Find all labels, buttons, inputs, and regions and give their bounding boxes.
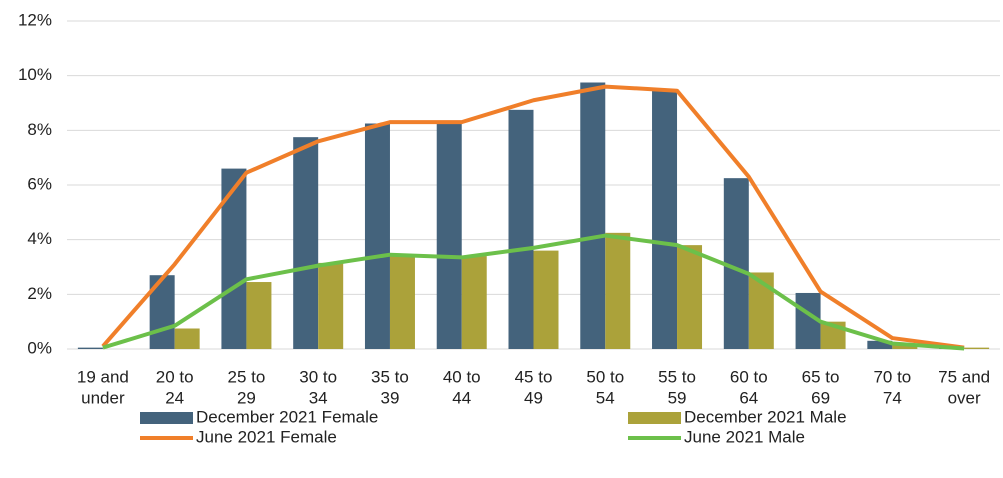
x-tick-label: 34 xyxy=(309,388,328,407)
bar xyxy=(293,137,319,349)
legend-swatch xyxy=(628,412,681,424)
bar xyxy=(174,328,200,349)
x-tick-label: 59 xyxy=(668,388,687,407)
x-tick-label: 54 xyxy=(596,388,615,407)
bar xyxy=(605,232,631,349)
x-tick-label: 55 to xyxy=(658,367,696,386)
bar xyxy=(748,272,774,349)
bar xyxy=(461,256,487,349)
bar xyxy=(867,340,893,349)
bar xyxy=(389,254,415,349)
x-tick-label: 74 xyxy=(883,388,902,407)
x-tick-label: 35 to xyxy=(371,367,409,386)
x-tick-label: under xyxy=(81,388,125,407)
x-tick-label: 49 xyxy=(524,388,543,407)
bar xyxy=(221,168,247,349)
bar xyxy=(580,82,606,349)
bar xyxy=(964,347,990,349)
bar xyxy=(77,347,103,349)
x-tick-label: 20 to xyxy=(156,367,194,386)
x-tick-label: 29 xyxy=(237,388,256,407)
bar xyxy=(533,250,559,349)
legend-label: December 2021 Male xyxy=(684,407,847,426)
y-tick-label: 4% xyxy=(27,229,52,248)
x-tick-label: 24 xyxy=(165,388,184,407)
x-tick-label: 69 xyxy=(811,388,830,407)
x-tick-label: 19 and xyxy=(77,367,129,386)
line xyxy=(101,84,965,350)
legend-swatch xyxy=(140,412,193,424)
bar xyxy=(436,123,462,349)
x-tick-label: 64 xyxy=(739,388,758,407)
y-tick-label: 6% xyxy=(27,174,52,193)
bar xyxy=(677,245,703,349)
y-tick-label: 12% xyxy=(18,10,52,29)
y-tick-label: 0% xyxy=(27,338,52,357)
x-tick-label: 44 xyxy=(452,388,471,407)
x-tick-label: 50 to xyxy=(586,367,624,386)
x-tick-label: 25 to xyxy=(228,367,266,386)
y-tick-label: 10% xyxy=(18,65,52,84)
legend-label: December 2021 Female xyxy=(196,407,378,426)
bar xyxy=(508,109,534,349)
x-tick-label: 75 and xyxy=(938,367,990,386)
legend-label: June 2021 Male xyxy=(684,427,805,446)
bar xyxy=(892,344,918,349)
x-tick-label: 39 xyxy=(381,388,400,407)
bar xyxy=(318,262,344,349)
bar xyxy=(246,282,272,349)
y-tick-label: 2% xyxy=(27,284,52,303)
x-tick-label: 65 to xyxy=(802,367,840,386)
x-tick-label: 60 to xyxy=(730,367,768,386)
line xyxy=(102,233,965,351)
bar xyxy=(364,123,390,349)
x-tick-label: over xyxy=(948,388,981,407)
x-tick-label: 30 to xyxy=(299,367,337,386)
x-tick-label: 45 to xyxy=(515,367,553,386)
x-tick-label: 70 to xyxy=(873,367,911,386)
legend-label: June 2021 Female xyxy=(196,427,337,446)
y-tick-label: 8% xyxy=(27,120,52,139)
x-tick-label: 40 to xyxy=(443,367,481,386)
bar xyxy=(652,90,678,349)
